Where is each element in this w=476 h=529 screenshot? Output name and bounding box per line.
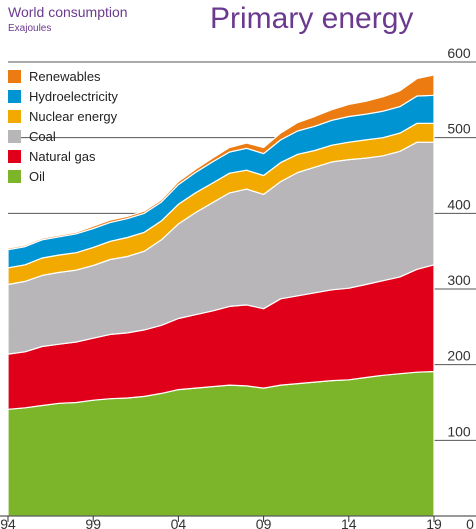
- axes: 94 99 04 09 14 19 0 100 200 300 400 500 600: [0, 45, 476, 529]
- y-tick-label-500: 500: [447, 121, 471, 137]
- legend-swatch-natural-gas: [8, 149, 21, 163]
- legend-item-coal: Coal: [8, 126, 118, 146]
- y-tick-label-600: 600: [447, 45, 471, 61]
- legend-label-hydroelectricity: Hydroelectricity: [29, 88, 118, 104]
- x-tick-label-19: 19: [426, 516, 442, 529]
- legend-label-coal: Coal: [29, 128, 56, 144]
- legend: Renewables Hydroelectricity Nuclear energy…: [8, 66, 118, 186]
- legend-swatch-coal: [8, 129, 21, 143]
- y-tick-label-400: 400: [447, 196, 471, 212]
- legend-swatch-nuclear-energy: [8, 109, 21, 123]
- legend-swatch-renewables: [8, 69, 21, 83]
- legend-label-nuclear-energy: Nuclear energy: [29, 108, 118, 124]
- legend-item-nuclear-energy: Nuclear energy: [8, 106, 118, 126]
- x-tick-label-94: 94: [0, 516, 16, 529]
- legend-swatch-oil: [8, 169, 21, 183]
- x-tick-label-14: 14: [341, 516, 357, 529]
- legend-item-oil: Oil: [8, 166, 118, 186]
- x-tick-label-99: 99: [85, 516, 101, 529]
- legend-label-renewables: Renewables: [29, 68, 101, 84]
- legend-swatch-hydroelectricity: [8, 89, 21, 103]
- chart-subtitle: World consumption: [8, 4, 128, 20]
- unit-label: Exajoules: [8, 23, 52, 34]
- y-tick-label-200: 200: [447, 348, 471, 364]
- y-tick-label-100: 100: [447, 423, 471, 439]
- legend-item-hydroelectricity: Hydroelectricity: [8, 86, 118, 106]
- area-series: [7, 74, 435, 517]
- y-tick-label-300: 300: [447, 272, 471, 288]
- legend-label-oil: Oil: [29, 168, 45, 184]
- legend-item-renewables: Renewables: [8, 66, 118, 86]
- y-tick-label-0: 0: [466, 516, 474, 529]
- x-tick-label-04: 04: [171, 516, 187, 529]
- chart-title: Primary energy: [210, 2, 414, 35]
- legend-label-natural-gas: Natural gas: [29, 148, 96, 164]
- legend-item-natural-gas: Natural gas: [8, 146, 118, 166]
- x-tick-label-09: 09: [256, 516, 272, 529]
- area-renewables: [7, 74, 435, 251]
